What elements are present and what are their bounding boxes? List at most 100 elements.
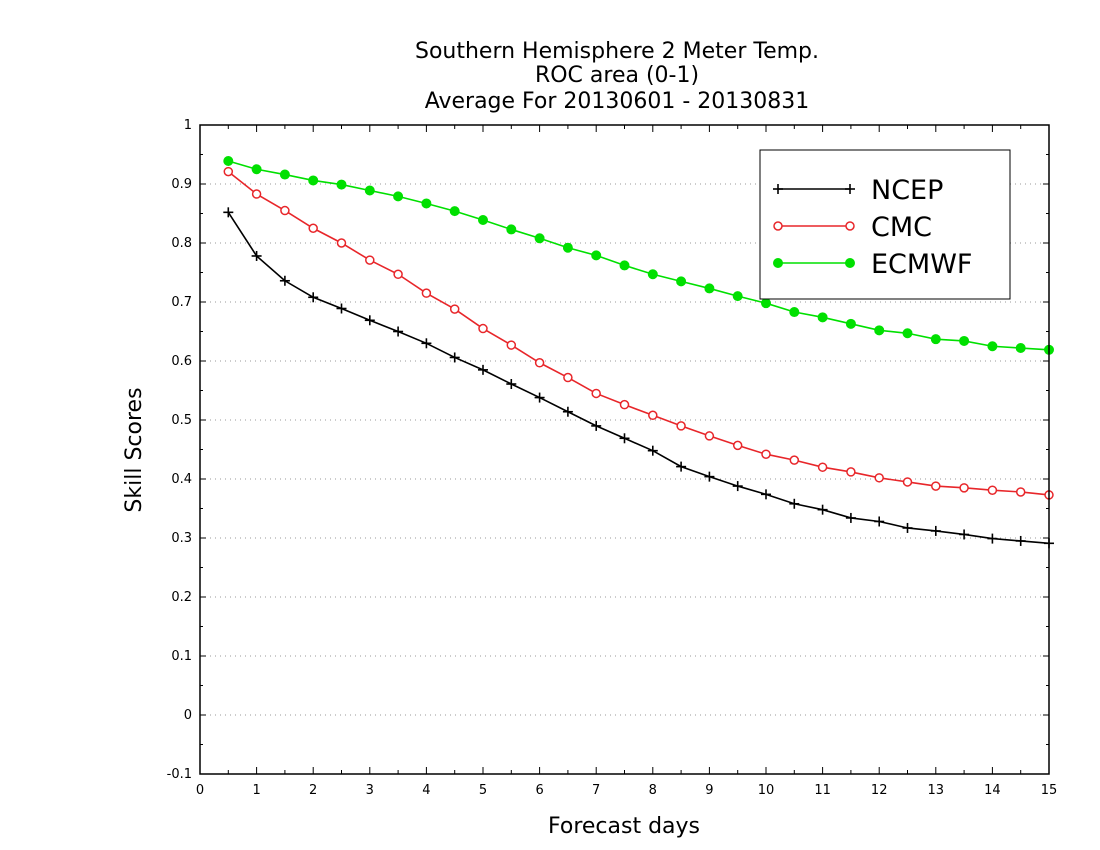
x-tick-label: 10 (758, 783, 775, 798)
data-point-ncep (393, 326, 404, 337)
chart-title: Southern Hemisphere 2 Meter Temp. ROC ar… (415, 39, 819, 114)
legend-label-ecmwf: ECMWF (871, 249, 972, 280)
data-point-ecmwf (704, 283, 715, 294)
data-point-ecmwf (732, 291, 743, 302)
data-point-ecmwf (591, 250, 602, 261)
data-point-ncep (534, 392, 545, 403)
y-tick-label: -0.1 (167, 767, 192, 782)
title-line-3: Average For 20130601 - 20130831 (425, 89, 810, 114)
legend-marker-cmc (845, 221, 855, 231)
legend-box (759, 149, 1011, 300)
legend-entry-ncep: NCEP (773, 175, 943, 206)
x-tick-label: 6 (535, 783, 543, 798)
data-point-ecmwf (562, 242, 573, 253)
x-tick-label: 1 (252, 783, 260, 798)
data-point-ecmwf (619, 260, 630, 271)
data-point-ecmwf (364, 185, 375, 196)
data-point-cmc (506, 340, 517, 350)
x-tick-label: 7 (592, 783, 600, 798)
data-point-ncep (761, 489, 771, 500)
y-axis-label: Skill Scores (122, 387, 147, 512)
data-point-ncep (478, 364, 488, 375)
y-tick-label: 0.2 (171, 590, 192, 605)
data-point-ncep (959, 529, 970, 540)
data-point-ecmwf (817, 312, 828, 323)
data-point-ecmwf (761, 298, 771, 309)
data-point-ncep (874, 516, 885, 527)
data-point-ecmwf (336, 179, 347, 190)
legend-label-ncep: NCEP (871, 175, 943, 206)
data-point-cmc (704, 431, 715, 441)
x-tick-label: 3 (366, 783, 374, 798)
data-point-cmc (365, 255, 375, 265)
data-point-ncep (591, 420, 602, 431)
legend-marker-ecmwf (845, 258, 855, 268)
data-point-cmc (648, 410, 658, 421)
y-tick-label: 0.6 (171, 354, 192, 369)
data-point-cmc (336, 238, 347, 248)
data-point-ncep (987, 533, 998, 544)
plot-frame (199, 124, 1050, 775)
data-point-ecmwf (421, 198, 432, 209)
data-point-ncep (421, 338, 432, 349)
data-point-ecmwf (845, 318, 856, 329)
data-point-ecmwf (393, 191, 404, 202)
x-tick-label: 2 (309, 783, 317, 798)
data-point-cmc (280, 205, 290, 216)
data-point-cmc (449, 304, 460, 314)
data-point-cmc (987, 485, 998, 495)
data-point-cmc (902, 477, 913, 487)
y-tick-label: 0.9 (171, 177, 192, 192)
y-tick-label: 0.1 (171, 649, 192, 664)
data-point-ecmwf (251, 164, 262, 175)
data-point-cmc (563, 372, 573, 383)
data-point-ecmwf (987, 341, 998, 352)
data-point-ecmwf (449, 206, 460, 217)
data-point-ecmwf (930, 334, 941, 345)
data-point-cmc (817, 462, 828, 472)
legend-marker-ncep (845, 184, 855, 194)
data-point-ecmwf (534, 233, 545, 244)
legend-entry-cmc: CMC (773, 212, 932, 243)
title-line-2: ROC area (0-1) (535, 63, 699, 88)
data-point-ecmwf (902, 328, 913, 339)
x-tick-label: 5 (479, 783, 487, 798)
x-tick-label: 8 (649, 783, 657, 798)
legend-entry-ecmwf: ECMWF (773, 249, 972, 280)
data-point-cmc (874, 473, 884, 483)
data-point-cmc (676, 421, 686, 431)
data-point-ecmwf (647, 269, 658, 280)
x-tick-label: 13 (928, 783, 945, 798)
data-point-ncep (449, 352, 460, 363)
y-tick-label: 0.3 (171, 531, 192, 546)
data-point-cmc (308, 223, 318, 233)
data-point-ncep (732, 481, 743, 492)
data-point-cmc (619, 399, 630, 410)
x-axis-label: Forecast days (548, 814, 700, 839)
data-point-ecmwf (789, 307, 800, 318)
data-point-ncep (223, 207, 234, 218)
y-tick-label: 0.4 (171, 472, 192, 487)
data-point-ecmwf (1015, 343, 1026, 354)
data-point-ecmwf (308, 175, 319, 186)
data-point-ecmwf (223, 155, 234, 166)
data-point-ecmwf (959, 335, 970, 346)
axis-ticks: -0.100.10.20.30.40.50.60.70.80.910 1 2 3 4 5 6… (167, 118, 1058, 798)
data-point-ncep (308, 292, 319, 303)
data-series (223, 155, 1054, 549)
x-tick-label: 14 (984, 783, 1001, 798)
x-tick-label: 0 (196, 783, 204, 798)
data-point-cmc (959, 483, 969, 493)
data-point-ncep (704, 471, 715, 482)
data-point-cmc (478, 323, 488, 334)
data-point-ncep (562, 406, 573, 417)
data-point-ecmwf (478, 214, 488, 225)
data-point-ncep (789, 498, 800, 509)
y-tick-label: 0.8 (171, 236, 192, 251)
y-tick-label: 0.5 (171, 413, 192, 428)
legend-marker-ecmwf (773, 258, 783, 268)
y-tick-label: 1 (184, 118, 192, 133)
data-point-ncep (506, 379, 517, 390)
y-tick-label: 0 (184, 708, 192, 723)
